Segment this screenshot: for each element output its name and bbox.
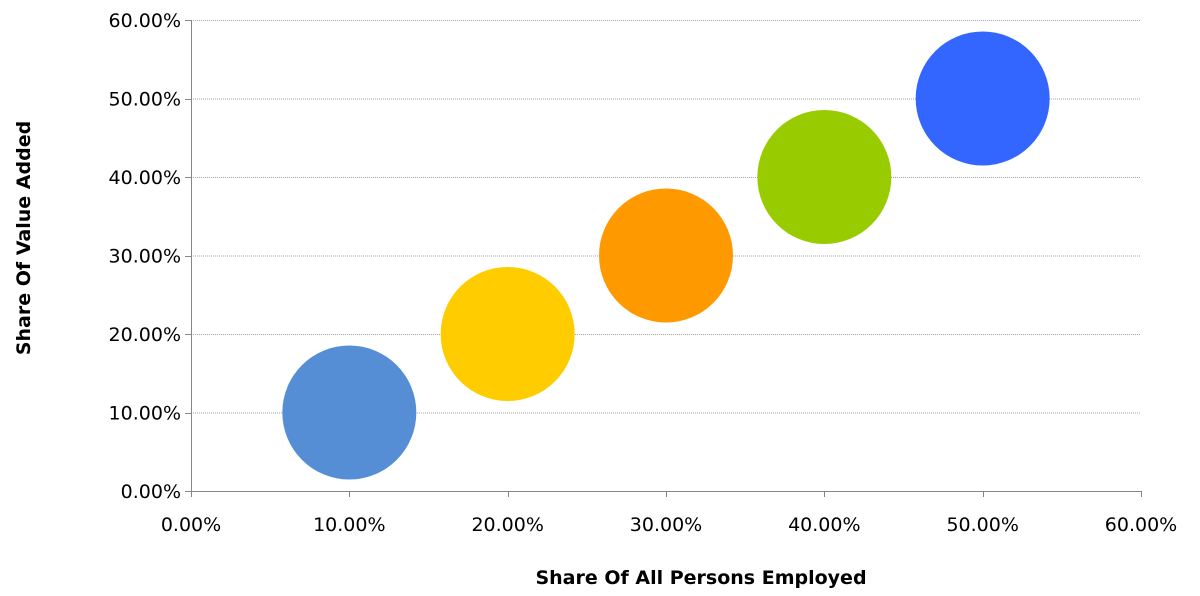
bubble-3 bbox=[599, 188, 733, 323]
y-tick-label-4: 40.00% bbox=[109, 167, 181, 189]
x-tick-label-1: 10.00% bbox=[313, 514, 385, 536]
x-tick-label-2: 20.00% bbox=[471, 514, 543, 536]
y-tick-label-1: 10.00% bbox=[109, 403, 181, 425]
y-tick-label-0: 0.00% bbox=[121, 481, 181, 503]
axes bbox=[185, 20, 1142, 497]
bubble-1 bbox=[282, 345, 417, 480]
y-axis-title: Share Of Value Added bbox=[13, 121, 35, 355]
y-tick-label-6: 60.00% bbox=[109, 10, 181, 32]
bubble-5 bbox=[915, 31, 1050, 166]
tick-labels: 0.00% 0.00% 10.00% 10.00% 20.00% 20.00% 30.00%… bbox=[109, 10, 1178, 536]
x-tick-label-0: 0.00% bbox=[161, 514, 221, 536]
y-tick-label-5: 50.00% bbox=[109, 89, 181, 111]
bubble-2 bbox=[440, 267, 575, 401]
x-tick-label-5: 50.00% bbox=[946, 514, 1018, 536]
bubble-4 bbox=[757, 110, 892, 244]
x-tick-label-6: 60.00% bbox=[1105, 514, 1177, 536]
y-tick-label-3: 30.00% bbox=[109, 246, 181, 268]
x-tick-label-3: 30.00% bbox=[630, 514, 702, 536]
x-tick-label-4: 40.00% bbox=[788, 514, 860, 536]
y-tick-label-2: 20.00% bbox=[109, 324, 181, 346]
bubbles bbox=[282, 31, 1050, 480]
x-axis-title: Share Of All Persons Employed bbox=[535, 567, 866, 589]
